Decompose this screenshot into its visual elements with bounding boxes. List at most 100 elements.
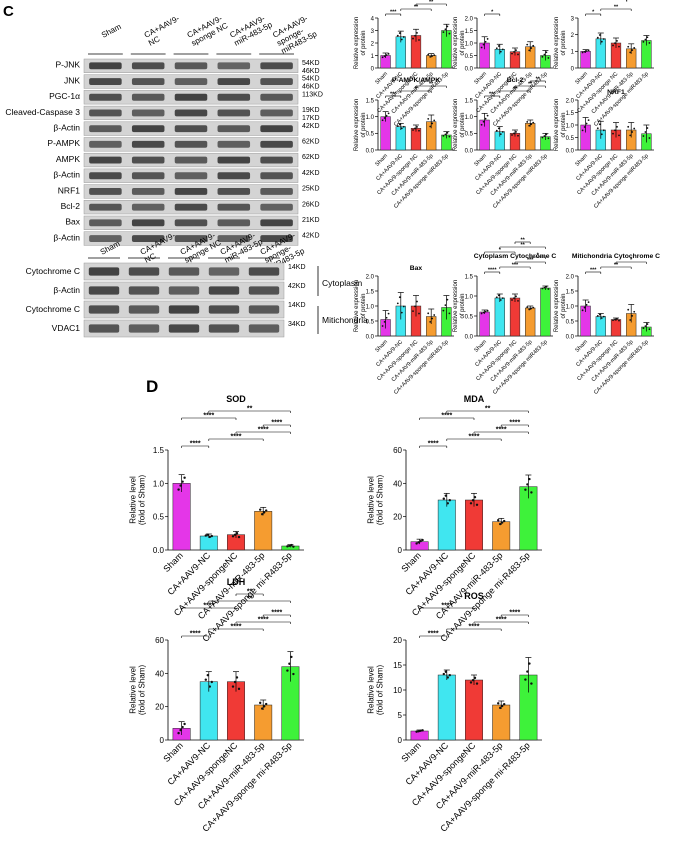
data-point <box>469 681 473 684</box>
blot-band <box>174 140 208 148</box>
data-point <box>602 315 605 318</box>
data-point <box>259 508 262 511</box>
y-tick-label: 2.0 <box>566 98 575 104</box>
sig-label: * <box>630 258 633 264</box>
data-point <box>545 133 548 136</box>
chart-title: P-JNK/JNK <box>398 0 434 2</box>
x-tick-label-text: Sham <box>161 740 185 764</box>
blot-band <box>174 187 208 195</box>
data-point <box>499 706 502 710</box>
data-point <box>501 48 504 51</box>
data-point <box>433 54 436 57</box>
chart-title: Cleaved-Caspase 3 <box>585 0 647 2</box>
y-tick-label: 2.0 <box>366 274 375 280</box>
data-point <box>427 53 430 56</box>
sig-label: **** <box>441 603 452 610</box>
data-point <box>385 54 388 56</box>
blot-band <box>131 203 165 211</box>
data-point <box>530 123 533 126</box>
lane-label: CA+AAV9-sponge-miR483-5p <box>271 14 319 56</box>
sig-label: ** <box>614 5 619 11</box>
bar <box>437 674 456 741</box>
sig-label: * <box>491 10 494 16</box>
bar <box>540 287 551 337</box>
kd-label: 46KD <box>302 68 320 75</box>
data-point <box>288 662 291 665</box>
data-point <box>627 45 630 48</box>
data-point <box>499 50 502 53</box>
bar <box>199 535 218 551</box>
blot-band <box>217 203 251 211</box>
x-tick-label-text: Sham <box>399 740 423 764</box>
data-point <box>473 676 477 680</box>
kd-label: 19KD <box>302 107 320 114</box>
data-point <box>400 311 403 314</box>
data-point <box>237 535 241 539</box>
data-point <box>416 31 418 34</box>
blot-band <box>89 172 122 180</box>
blot-row-label: VDAC1 <box>52 323 81 333</box>
data-point <box>402 125 405 128</box>
data-point <box>231 535 235 538</box>
sig-label: *** <box>512 263 519 269</box>
y-axis-label: Relative expression of protein <box>354 99 367 151</box>
data-point <box>524 488 527 491</box>
y-tick-label: 1.0 <box>153 479 165 488</box>
data-point <box>631 131 634 133</box>
blot-band <box>217 187 251 195</box>
y-axis-label-line: of protein <box>561 293 567 318</box>
blot-row-label: β-Actin <box>53 170 80 180</box>
data-point <box>288 544 291 547</box>
data-point <box>416 300 418 303</box>
blot-band <box>131 172 165 180</box>
sig-label: ** <box>528 82 533 88</box>
blot-band <box>88 305 120 314</box>
kd-label: 113KD <box>302 91 323 98</box>
data-point <box>265 702 268 706</box>
data-point <box>286 669 289 672</box>
data-point <box>511 299 513 301</box>
data-point <box>417 730 420 733</box>
data-point <box>532 121 535 124</box>
y-axis-label-line: of protein <box>361 293 367 318</box>
y-tick-label: 2.0 <box>465 16 474 22</box>
y-tick-label: 4 <box>371 16 375 22</box>
blot-row-label: P-AMPK <box>47 138 80 148</box>
data-point <box>381 119 384 122</box>
data-point <box>503 519 506 523</box>
sig-label: ** <box>513 87 518 93</box>
data-point <box>602 38 605 40</box>
blot-band <box>208 324 240 333</box>
data-point <box>541 136 544 139</box>
data-point <box>596 127 599 130</box>
data-point <box>419 539 422 543</box>
data-point <box>547 137 550 140</box>
chart-mda: MDA 0 20 40 60 Relative level (fold of Sham) Sh… <box>367 394 542 644</box>
blot-band <box>260 235 293 243</box>
y-axis-label-line: Relative level <box>367 666 376 714</box>
chart-title: MDA <box>464 394 485 404</box>
data-point <box>398 32 401 34</box>
data-point <box>482 120 485 123</box>
blot-band <box>131 109 165 117</box>
data-point <box>646 323 649 325</box>
y-tick-label: 0.5 <box>366 319 375 325</box>
data-point <box>598 123 601 126</box>
data-point <box>444 133 447 136</box>
y-tick-label: 0.5 <box>153 513 165 522</box>
lane-label: Sham <box>100 22 123 40</box>
data-point <box>208 535 211 539</box>
data-point <box>183 476 186 479</box>
data-point <box>482 43 485 46</box>
data-point <box>263 511 266 514</box>
y-tick-label: 1.5 <box>366 98 375 104</box>
data-point <box>532 44 535 47</box>
y-tick-label: 0.0 <box>366 334 375 340</box>
blot-band <box>260 187 293 195</box>
y-tick-label: 15 <box>393 661 402 670</box>
blot-band <box>174 235 208 243</box>
y-tick-label: 20 <box>393 513 402 522</box>
